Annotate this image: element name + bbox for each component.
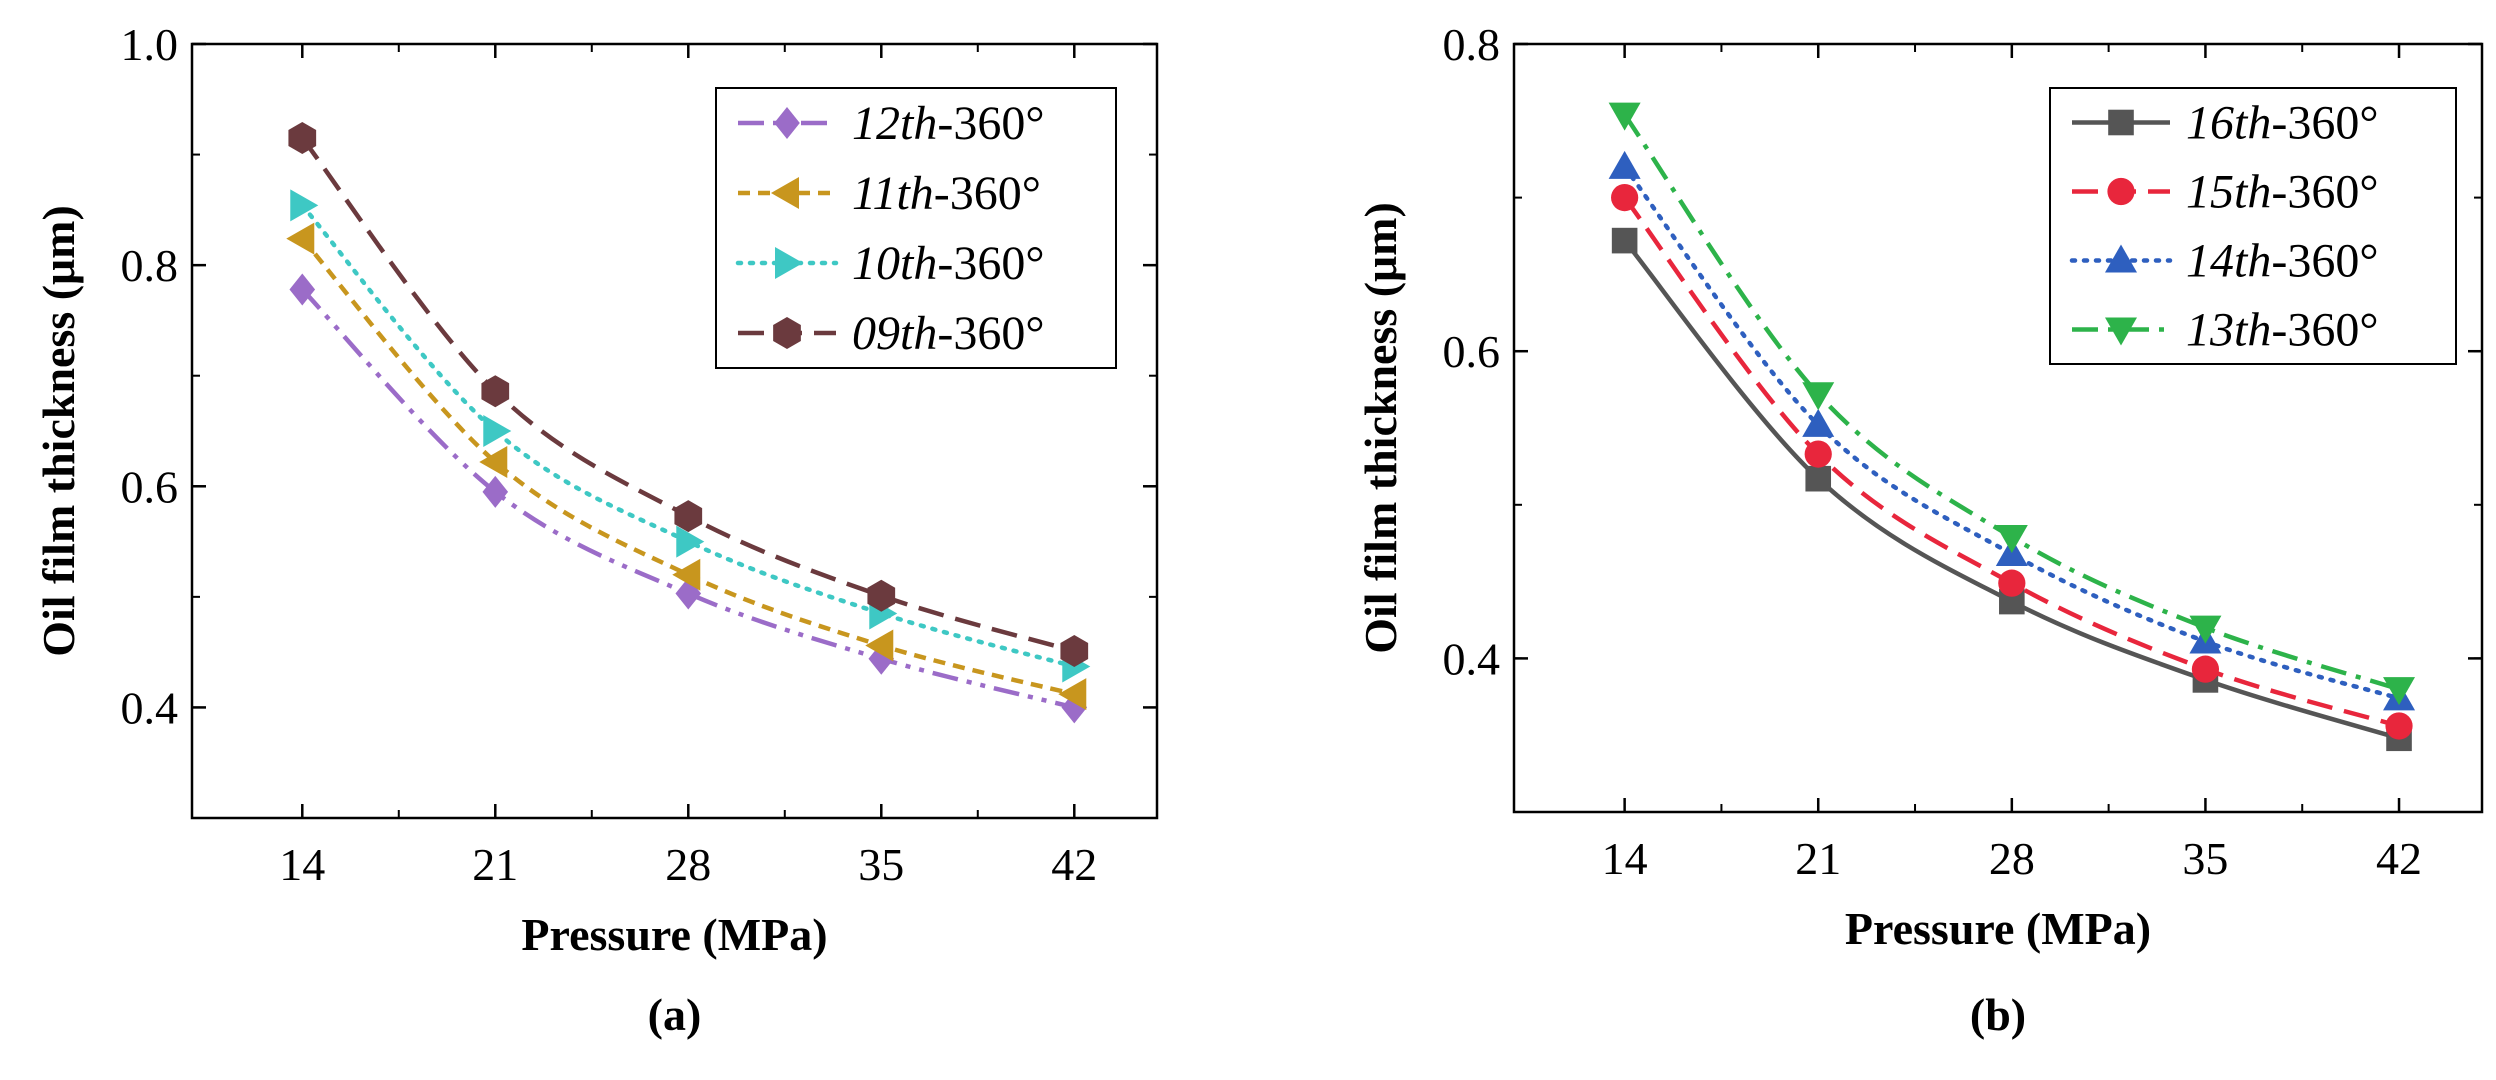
data-point [867, 579, 896, 612]
data-point [676, 525, 705, 558]
legend-label: 09th-360° [852, 307, 1045, 360]
x-tick-label: 35 [2182, 833, 2228, 884]
y-axis-title: Oil film thickness (μm) [1355, 202, 1406, 654]
x-tick-label: 42 [1051, 839, 1097, 890]
data-point [479, 445, 508, 478]
series-11th [286, 222, 1087, 711]
legend-marker [771, 177, 799, 209]
series-line [300, 287, 1075, 710]
legend-label: 11th-360° [852, 167, 1041, 220]
data-point [1998, 569, 2026, 597]
legend-marker [774, 107, 800, 139]
x-tick-label: 28 [1989, 833, 2035, 884]
x-tick-label: 42 [2376, 833, 2422, 884]
legend-label: 16th-360° [2186, 97, 2379, 150]
y-tick-label: 0.8 [1443, 19, 1501, 70]
series-line [1622, 113, 2400, 692]
data-point [1608, 102, 1641, 131]
data-point [1058, 678, 1087, 711]
x-tick-label: 28 [665, 839, 711, 890]
data-point [2383, 677, 2416, 706]
data-point [2189, 615, 2222, 644]
data-point [1060, 635, 1089, 668]
series-13th [1608, 102, 2416, 706]
x-tick-label: 14 [279, 839, 325, 890]
panel-label: (b) [1970, 989, 2026, 1040]
data-point [1802, 408, 1835, 437]
legend-marker [2107, 177, 2135, 206]
series-line [1622, 164, 2402, 701]
series-line [300, 203, 1077, 669]
x-axis-title: Pressure (MPa) [1845, 903, 2151, 954]
legend-marker [2108, 109, 2134, 136]
data-point [290, 189, 319, 222]
legend-marker [2105, 244, 2137, 273]
legend-marker [775, 247, 803, 279]
data-point [1611, 184, 1639, 212]
legend-label: 10th-360° [852, 237, 1045, 290]
panel-label: (a) [648, 989, 702, 1040]
plot-frame [190, 42, 1159, 820]
y-tick-label: 0.6 [121, 461, 179, 512]
chart-panel-a: 14 21 28 35 42 0.4 0.6 0.8 1.0 Pressure (MPa) Oil … [33, 19, 1159, 1040]
data-point [1802, 382, 1835, 411]
y-tick-label: 0.8 [121, 240, 179, 291]
data-point [481, 375, 510, 408]
data-point [1995, 525, 2028, 554]
plot-frame [1512, 42, 2484, 814]
series-line [300, 237, 1075, 697]
data-point [286, 222, 315, 255]
series-15th [1611, 184, 2413, 740]
data-point [289, 273, 316, 306]
legend-label: 12th-360° [852, 97, 1045, 150]
data-point [1804, 440, 1832, 468]
data-point [865, 629, 894, 662]
legend-marker [773, 317, 801, 349]
y-axis-title: Oil film thickness (μm) [33, 205, 84, 657]
data-point [2385, 712, 2413, 740]
series-line [1622, 196, 2400, 729]
data-point [1608, 150, 1641, 179]
series-09th [288, 121, 1089, 668]
data-point [288, 121, 317, 154]
x-axis-title: Pressure (MPa) [521, 909, 827, 960]
legend: 12th-360° 11th-360° 10th-360° 09th-360° [715, 87, 1117, 369]
data-point [1611, 227, 1638, 254]
legend: 16th-360° 15th-360° 14th-360° 13th-360° [2049, 87, 2457, 365]
y-tick-label: 0.4 [121, 682, 179, 733]
x-tick-label: 21 [472, 839, 518, 890]
x-tick-label: 35 [858, 839, 904, 890]
data-point [1805, 465, 1832, 492]
x-tick-label: 21 [1795, 833, 1841, 884]
legend-marker [2105, 317, 2137, 346]
chart-panel-b: 14 21 28 35 42 0.4 0.6 0.8 Pressure (MPa) Oil fil… [1355, 19, 2484, 1040]
y-tick-label: 0.6 [1443, 326, 1501, 377]
data-point [483, 415, 512, 447]
data-point [672, 558, 701, 591]
legend-label: 13th-360° [2186, 304, 2379, 357]
y-tick-label: 0.4 [1443, 633, 1501, 684]
legend-label: 14th-360° [2186, 235, 2379, 288]
x-tick-label: 14 [1602, 833, 1648, 884]
data-point [482, 475, 509, 508]
y-tick-label: 1.0 [121, 19, 179, 70]
data-point [674, 500, 703, 533]
legend-label: 15th-360° [2186, 166, 2379, 219]
data-point [2191, 655, 2220, 683]
